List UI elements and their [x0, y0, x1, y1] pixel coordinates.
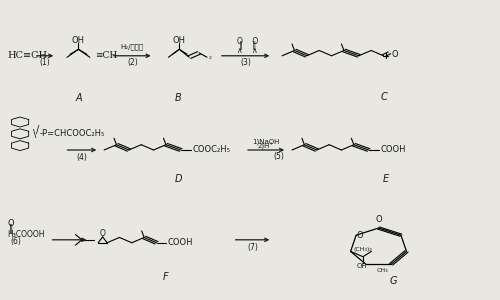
Text: (CH₃)₂: (CH₃)₂	[354, 248, 372, 253]
Text: C: C	[380, 92, 387, 102]
Text: A: A	[75, 94, 82, 103]
Text: O: O	[100, 229, 105, 238]
Text: B: B	[175, 94, 182, 103]
Text: (3): (3)	[240, 58, 252, 67]
Text: CH₃: CH₃	[376, 268, 388, 273]
Text: H₂/催化剂: H₂/催化剂	[120, 43, 144, 50]
Text: (1): (1)	[40, 58, 50, 67]
Text: ‖    ‖: ‖ ‖	[239, 41, 256, 50]
Text: /: /	[36, 125, 40, 135]
Text: O: O	[8, 219, 14, 228]
Text: COOH: COOH	[380, 146, 406, 154]
Text: (5): (5)	[273, 152, 284, 161]
Text: 2)H⁺: 2)H⁺	[258, 143, 274, 150]
Text: E: E	[383, 174, 389, 184]
Text: O    O: O O	[237, 37, 258, 46]
Text: HC≡CH: HC≡CH	[8, 51, 48, 60]
Text: OH: OH	[72, 36, 85, 45]
Text: G: G	[390, 276, 397, 286]
Text: OH: OH	[173, 36, 186, 45]
Text: ∧    ∧: ∧ ∧	[237, 46, 258, 55]
Text: \: \	[34, 129, 36, 139]
Text: COOH: COOH	[168, 238, 194, 247]
Text: O: O	[357, 231, 364, 240]
Text: H₃COOOH: H₃COOOH	[8, 230, 45, 239]
Text: -P=CHCOOC₂H₅: -P=CHCOOC₂H₅	[40, 129, 104, 138]
Text: D: D	[174, 174, 182, 184]
Text: O: O	[391, 50, 398, 59]
Text: (2): (2)	[127, 58, 138, 67]
Text: (4): (4)	[76, 153, 88, 162]
Text: (7): (7)	[247, 243, 258, 252]
Text: ₂: ₂	[209, 54, 212, 60]
Text: F: F	[163, 272, 169, 282]
Text: OH: OH	[356, 263, 367, 269]
Text: ‖: ‖	[9, 224, 14, 233]
Text: COOC₂H₅: COOC₂H₅	[192, 146, 230, 154]
Text: ≡CH: ≡CH	[94, 51, 117, 60]
Text: O: O	[375, 215, 382, 224]
Text: 1)NaOH: 1)NaOH	[252, 139, 280, 145]
Text: (6): (6)	[10, 237, 21, 246]
